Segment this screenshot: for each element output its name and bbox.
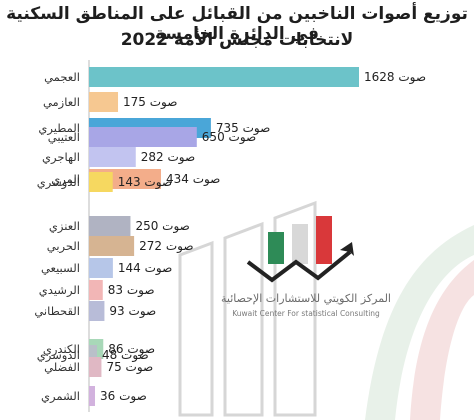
bar-2 — [89, 92, 119, 112]
bar-9 — [89, 236, 135, 256]
logo-name-arabic: المركز الكويتي للاستشارات الإحصائية — [221, 292, 391, 305]
bar-12-value-label: صوت 93 — [109, 304, 156, 319]
chart-title-line-1: توزيع أصوات الناخبين من القبائل على المن… — [6, 4, 468, 44]
bar-13-category-label: الكندري — [43, 342, 80, 357]
bar-16-value-label: صوت 36 — [100, 389, 147, 404]
bar-5 — [89, 147, 136, 167]
bar-15-value-label: صوت 75 — [106, 360, 153, 375]
bar-6-category-label: المري — [51, 172, 80, 187]
chart-title-line-2: لانتخابات مجلس الأمة 2022 — [120, 30, 354, 50]
bar-10-category-label: السبيعي — [41, 261, 80, 275]
bar-5-category-label: الهاجري — [42, 150, 80, 165]
bar-1 — [89, 67, 359, 87]
bar-4-category-label: العتيبي — [48, 130, 80, 144]
bar-3-category-label: المطيري — [38, 121, 80, 136]
bar-12 — [89, 301, 105, 321]
bar-11 — [89, 280, 103, 300]
bar-1-value-label: صوت 1628 — [364, 70, 426, 85]
bar-9-category-label: الحربي — [47, 239, 80, 254]
kccsc-logo — [246, 216, 354, 283]
bar-9-value-label: صوت 272 — [139, 239, 193, 254]
bar-8-category-label: العنزي — [49, 219, 80, 234]
bar-13-value-label: صوت 86 — [108, 342, 155, 357]
bar-5-value-label: صوت 282 — [141, 150, 195, 165]
bar-7-category-label: الدوسري — [37, 175, 80, 190]
bar-10 — [89, 258, 113, 278]
bar-7-value-label: صوت 143 — [118, 175, 172, 190]
bar-11-value-label: صوت 83 — [108, 283, 155, 298]
bar-15-category-label: الفضلي — [44, 360, 80, 374]
bar-3-value-label: صوت 735 — [216, 121, 270, 136]
bar-2-value-label: صوت 175 — [123, 95, 177, 110]
bar-4 — [89, 127, 197, 147]
bar-4-value-label: صوت 650 — [202, 130, 256, 145]
bar-14-category-label: الدوسري — [37, 348, 80, 363]
bar-11-category-label: الرشيدي — [39, 283, 80, 298]
bar-1-category-label: العجمي — [44, 70, 80, 84]
bar-16-category-label: الشمري — [41, 389, 80, 404]
logo-name-english: Kuwait Center For statistical Consulting — [232, 309, 380, 318]
bar-2-category-label: العازمي — [43, 95, 80, 110]
bar-8 — [89, 216, 131, 236]
bar-16 — [89, 386, 95, 406]
watermark-graphic — [178, 200, 474, 420]
bar-14-value-label: صوت 48 — [102, 348, 149, 363]
bar-14 — [89, 345, 97, 365]
bar-7 — [89, 172, 113, 192]
bar-15 — [89, 357, 102, 377]
bar-8-value-label: صوت 250 — [135, 219, 189, 234]
bar-10-value-label: صوت 144 — [118, 261, 172, 276]
bar-12-category-label: القحطاني — [34, 304, 80, 318]
bar-6-value-label: صوت 434 — [166, 172, 220, 187]
